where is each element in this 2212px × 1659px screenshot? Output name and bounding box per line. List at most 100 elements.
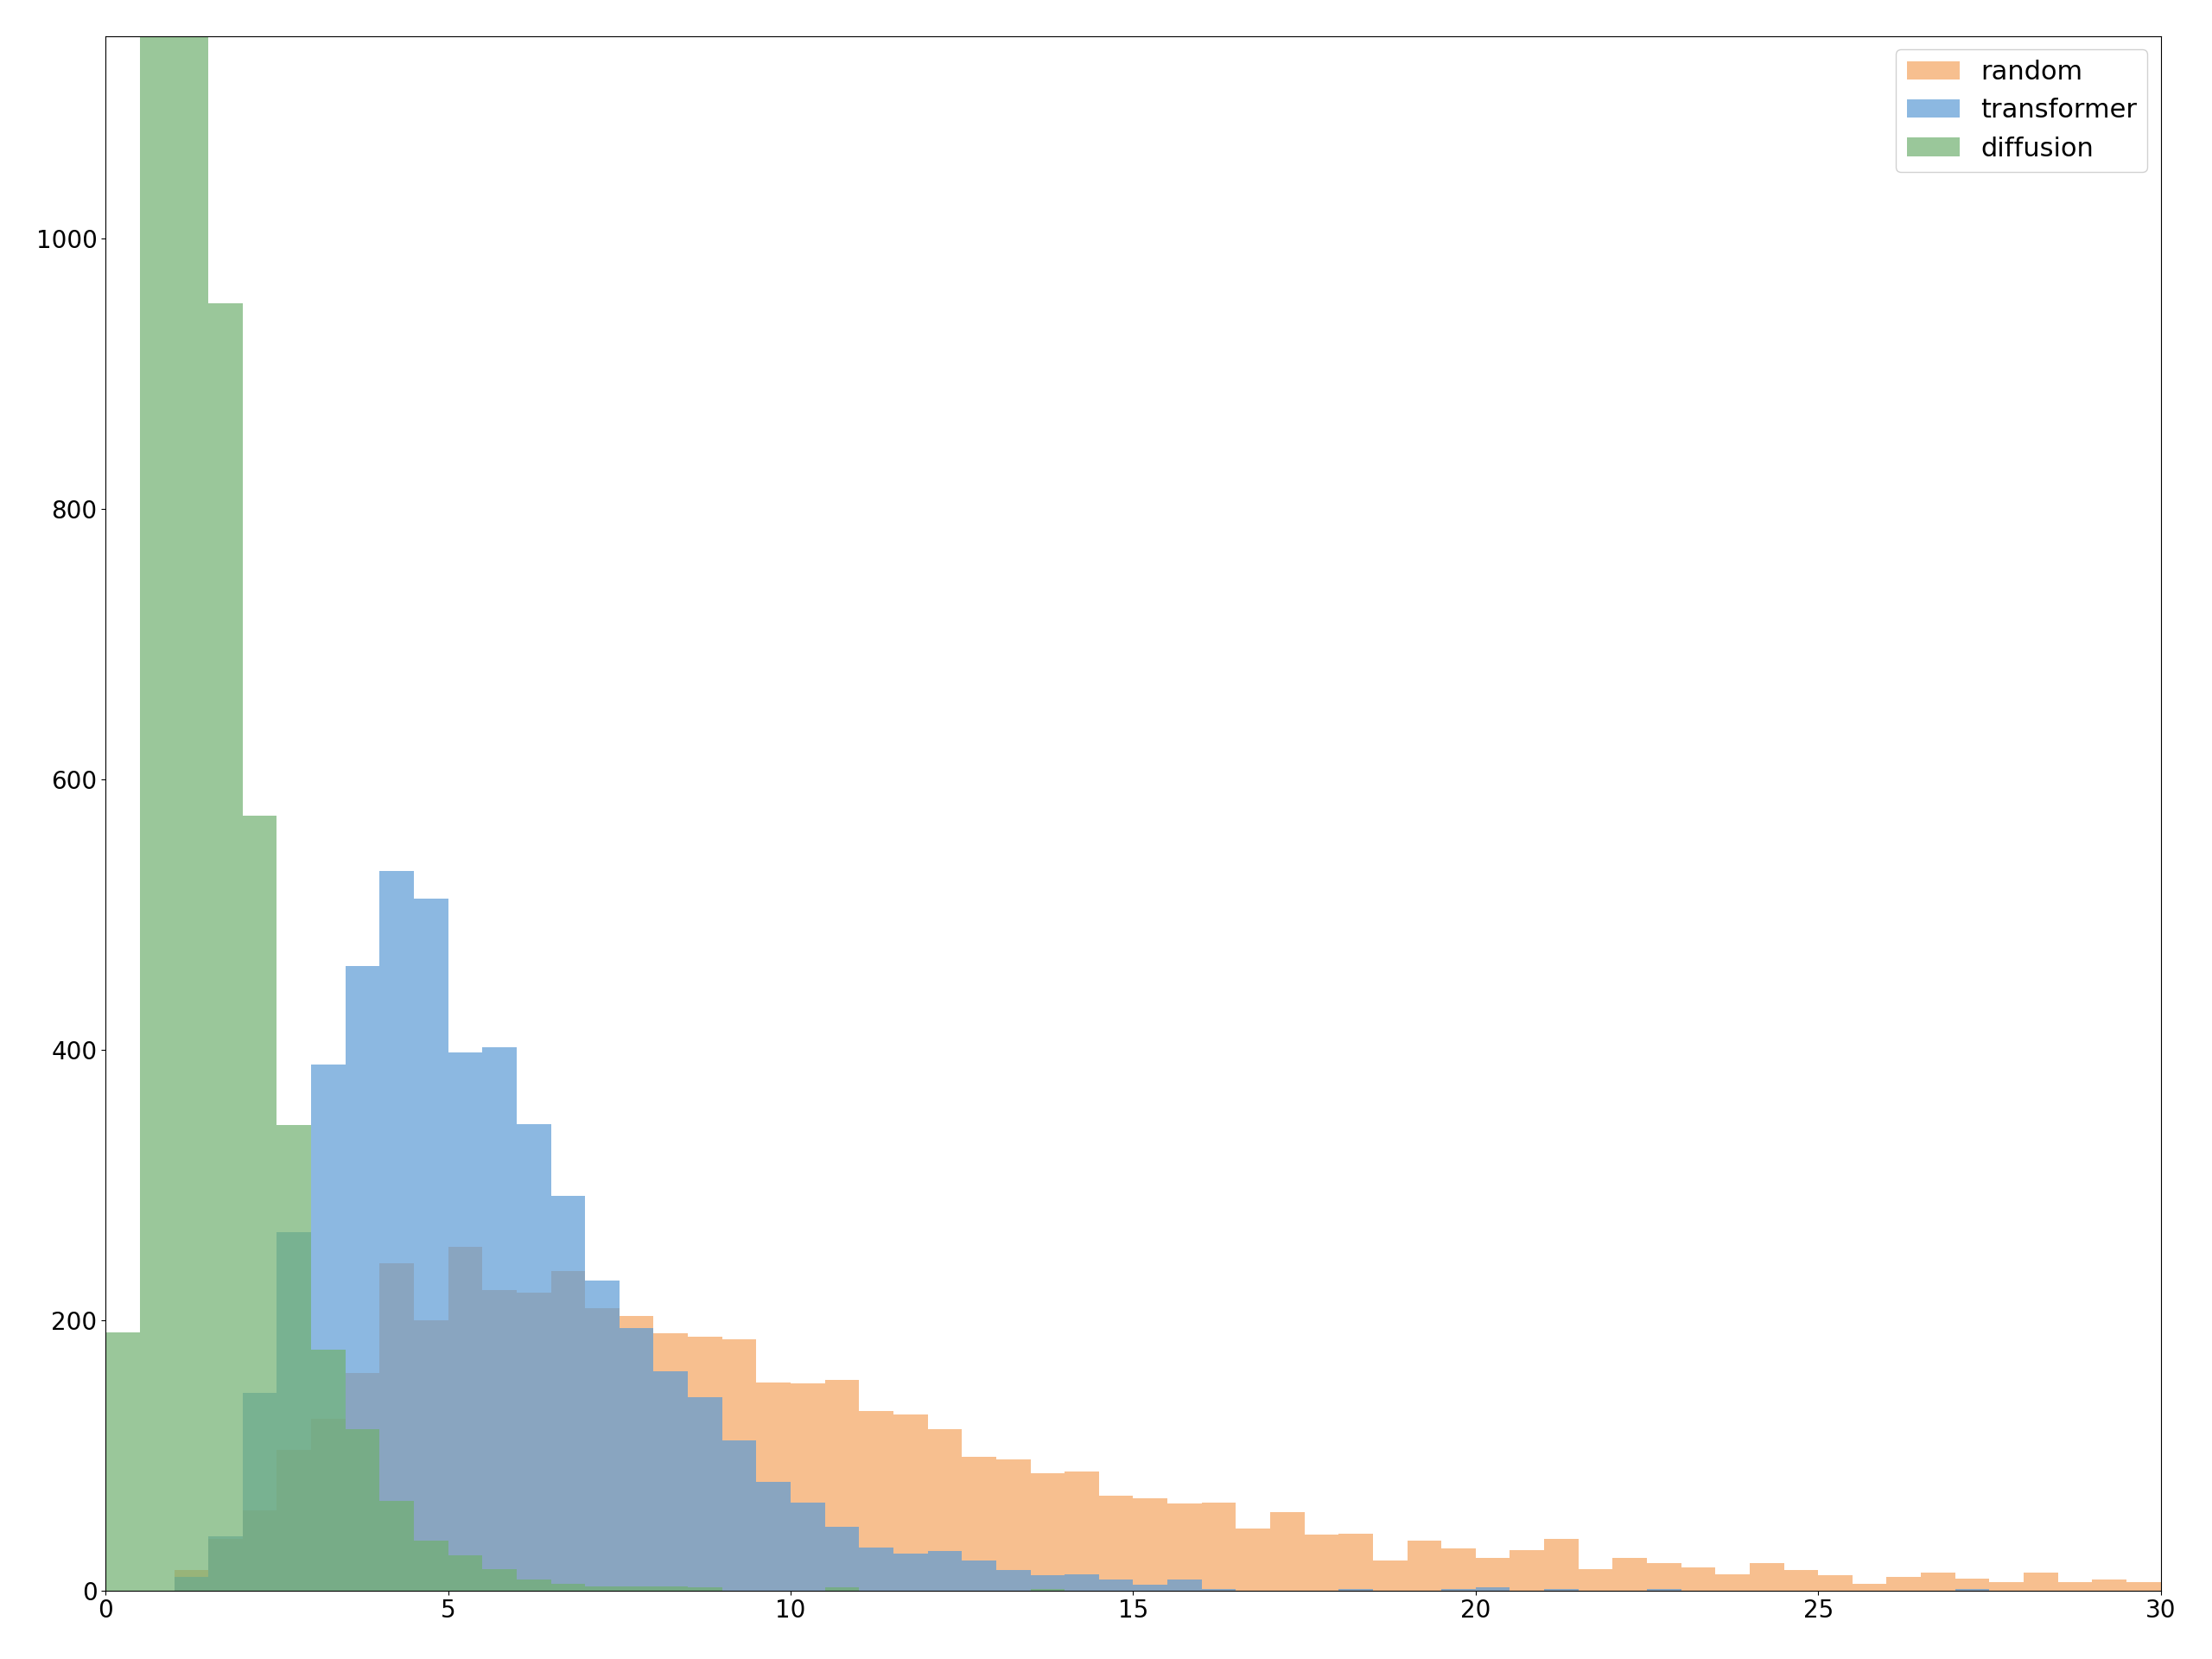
Bar: [312, 1065, 345, 1591]
Bar: [208, 304, 243, 1591]
Bar: [721, 1339, 757, 1591]
Bar: [276, 1125, 312, 1591]
Bar: [894, 1554, 927, 1591]
Bar: [825, 1526, 858, 1591]
Bar: [312, 1350, 345, 1591]
Bar: [312, 1418, 345, 1591]
Bar: [175, 1569, 208, 1591]
Bar: [927, 1551, 962, 1591]
Bar: [995, 1569, 1031, 1591]
Bar: [757, 1382, 790, 1591]
Bar: [1989, 1583, 2024, 1591]
Bar: [243, 1394, 276, 1591]
Bar: [208, 1540, 243, 1591]
Bar: [449, 1052, 482, 1591]
Bar: [1955, 1578, 1989, 1591]
Bar: [380, 1262, 414, 1591]
Bar: [175, 1578, 208, 1591]
Bar: [1201, 1503, 1237, 1591]
Bar: [1579, 1569, 1613, 1591]
Bar: [345, 1372, 380, 1591]
Bar: [276, 1450, 312, 1591]
Bar: [1851, 1584, 1887, 1591]
Bar: [586, 1281, 619, 1591]
Bar: [688, 1588, 721, 1591]
Bar: [894, 1415, 927, 1591]
Bar: [139, 0, 175, 1591]
Bar: [825, 1380, 858, 1591]
Bar: [655, 1586, 688, 1591]
Bar: [688, 1397, 721, 1591]
Bar: [1681, 1568, 1717, 1591]
Bar: [2093, 1579, 2126, 1591]
Bar: [1064, 1574, 1099, 1591]
Legend: random, transformer, diffusion: random, transformer, diffusion: [1896, 50, 2148, 173]
Bar: [962, 1457, 995, 1591]
Bar: [243, 1511, 276, 1591]
Bar: [790, 1503, 825, 1591]
Bar: [518, 1125, 551, 1591]
Bar: [551, 1584, 586, 1591]
Bar: [1887, 1578, 1920, 1591]
Bar: [551, 1271, 586, 1591]
Bar: [1305, 1535, 1338, 1591]
Bar: [551, 1196, 586, 1591]
Bar: [1133, 1498, 1168, 1591]
Bar: [1168, 1505, 1201, 1591]
Bar: [345, 966, 380, 1591]
Bar: [962, 1561, 995, 1591]
Bar: [1168, 1579, 1201, 1591]
Bar: [1099, 1496, 1133, 1591]
Bar: [1064, 1472, 1099, 1591]
Bar: [1407, 1541, 1442, 1591]
Bar: [449, 1248, 482, 1591]
Bar: [414, 1321, 449, 1591]
Bar: [858, 1548, 894, 1591]
Bar: [721, 1440, 757, 1591]
Bar: [586, 1586, 619, 1591]
Bar: [927, 1430, 962, 1591]
Bar: [1099, 1579, 1133, 1591]
Bar: [1511, 1550, 1544, 1591]
Bar: [688, 1335, 721, 1591]
Bar: [414, 1541, 449, 1591]
Bar: [1442, 1548, 1475, 1591]
Bar: [2024, 1573, 2057, 1591]
Bar: [482, 1291, 518, 1591]
Bar: [619, 1329, 655, 1591]
Bar: [482, 1569, 518, 1591]
Bar: [1031, 1576, 1064, 1591]
Bar: [1338, 1533, 1374, 1591]
Bar: [1237, 1528, 1270, 1591]
Bar: [586, 1307, 619, 1591]
Bar: [106, 1332, 139, 1591]
Bar: [1648, 1563, 1681, 1591]
Bar: [1133, 1584, 1168, 1591]
Bar: [175, 0, 208, 1591]
Bar: [1374, 1561, 1407, 1591]
Bar: [518, 1292, 551, 1591]
Bar: [2057, 1583, 2093, 1591]
Bar: [482, 1047, 518, 1591]
Bar: [825, 1588, 858, 1591]
Bar: [858, 1410, 894, 1591]
Bar: [655, 1372, 688, 1591]
Bar: [414, 899, 449, 1591]
Bar: [1920, 1573, 1955, 1591]
Bar: [655, 1334, 688, 1591]
Bar: [1031, 1473, 1064, 1591]
Bar: [208, 1536, 243, 1591]
Bar: [276, 1233, 312, 1591]
Bar: [2126, 1583, 2161, 1591]
Bar: [1750, 1563, 1783, 1591]
Bar: [1475, 1588, 1511, 1591]
Bar: [1475, 1558, 1511, 1591]
Bar: [380, 871, 414, 1591]
Bar: [619, 1316, 655, 1591]
Bar: [619, 1586, 655, 1591]
Bar: [757, 1481, 790, 1591]
Bar: [790, 1384, 825, 1591]
Bar: [345, 1430, 380, 1591]
Bar: [518, 1579, 551, 1591]
Bar: [1783, 1569, 1818, 1591]
